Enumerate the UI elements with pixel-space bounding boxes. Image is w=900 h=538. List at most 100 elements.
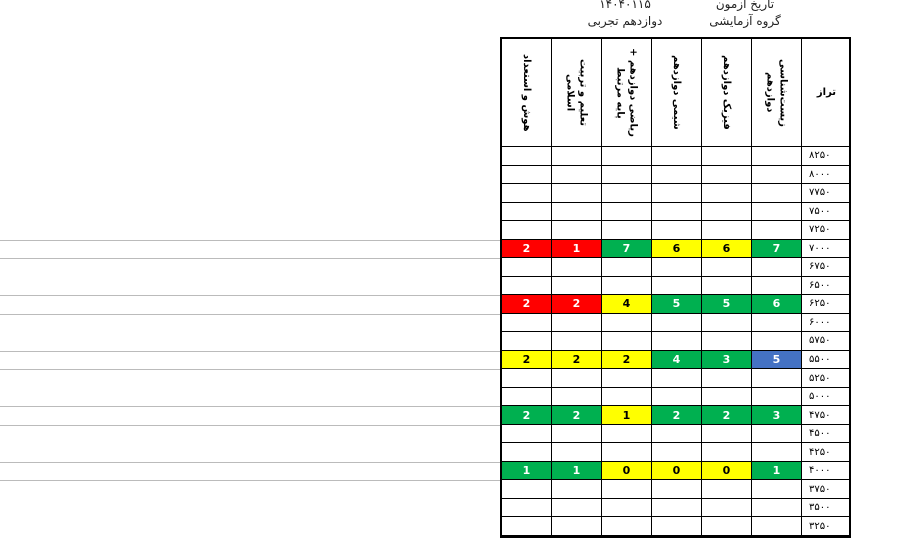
empty-cell xyxy=(752,221,802,240)
score-cell: 6 xyxy=(652,239,702,259)
level-cell: ۸۰۰۰ xyxy=(802,166,851,185)
empty-cell xyxy=(702,332,752,351)
score-cell: 2 xyxy=(552,406,602,425)
score-cell: 3 xyxy=(702,350,752,370)
empty-cell xyxy=(552,517,602,536)
column-title: زیست‌شناسی دوازدهم xyxy=(764,58,789,127)
empty-cell xyxy=(502,480,552,499)
score-cell: 2 xyxy=(552,350,602,370)
empty-cell xyxy=(602,517,652,536)
column-title: ریاضی دوازدهم + پایه مرتبط xyxy=(614,48,639,137)
empty-cell xyxy=(752,480,802,499)
empty-cell xyxy=(752,202,802,222)
empty-cell xyxy=(502,517,552,536)
guide-line xyxy=(0,424,500,426)
empty-cell xyxy=(602,332,652,351)
empty-cell xyxy=(552,221,602,240)
score-cell: 5 xyxy=(652,295,702,314)
level-cell: ۵۰۰۰ xyxy=(802,388,851,407)
score-cell: 2 xyxy=(502,350,552,370)
level-cell: ۷۷۵۰ xyxy=(802,184,851,203)
level-cell: ۷۵۰۰ xyxy=(802,203,851,222)
column-header: ریاضی دوازدهم + پایه مرتبط xyxy=(602,39,652,147)
level-cell: ۴۷۵۰ xyxy=(802,406,851,425)
score-cell: 6 xyxy=(702,239,752,259)
guide-line xyxy=(0,461,500,463)
empty-cell xyxy=(752,184,802,203)
score-table: هوش و استعداد تعلیم و تربیت اسلامی ریاضی د… xyxy=(500,37,851,538)
empty-cell xyxy=(702,517,752,536)
empty-cell xyxy=(552,258,602,277)
score-cell: 7 xyxy=(752,239,802,259)
level-cell: ۷۰۰۰ xyxy=(802,240,851,259)
level-cell: ۶۲۵۰ xyxy=(802,295,851,314)
empty-cell xyxy=(752,443,802,462)
empty-cell xyxy=(602,202,652,222)
score-cell: 2 xyxy=(652,406,702,425)
empty-cell xyxy=(652,202,702,222)
empty-cell xyxy=(702,313,752,333)
column-title: شیمی دوازدهم xyxy=(671,55,682,130)
column-title: فیزیک دوازدهم xyxy=(721,55,732,130)
empty-cell xyxy=(502,332,552,351)
empty-cell xyxy=(602,147,652,166)
group-label: گروه آزمایشی xyxy=(709,14,781,28)
column-header: تعلیم و تربیت اسلامی xyxy=(552,39,602,147)
empty-cell xyxy=(702,369,752,388)
guide-line xyxy=(0,313,500,315)
column-header: هوش و استعداد xyxy=(502,39,552,147)
column-title: تراز xyxy=(816,87,837,98)
empty-cell xyxy=(552,276,602,296)
group: دوازدهم تجربی xyxy=(587,14,663,28)
empty-cell xyxy=(752,313,802,333)
empty-cell xyxy=(552,480,602,499)
score-cell: 6 xyxy=(752,295,802,314)
empty-cell xyxy=(752,424,802,444)
empty-cell xyxy=(652,517,702,536)
level-cell: ۴۵۰۰ xyxy=(802,425,851,444)
empty-cell xyxy=(552,387,602,407)
empty-cell xyxy=(552,424,602,444)
empty-cell xyxy=(602,184,652,203)
level-cell: ۶۰۰۰ xyxy=(802,314,851,333)
empty-cell xyxy=(502,258,552,277)
empty-cell xyxy=(602,258,652,277)
guide-line xyxy=(0,295,500,297)
empty-cell xyxy=(752,498,802,518)
empty-cell xyxy=(552,313,602,333)
empty-cell xyxy=(502,165,552,185)
column-header: شیمی دوازدهم xyxy=(652,39,702,147)
empty-cell xyxy=(652,369,702,388)
empty-cell xyxy=(652,165,702,185)
score-cell: 1 xyxy=(752,461,802,481)
level-cell: ۶۷۵۰ xyxy=(802,258,851,277)
empty-cell xyxy=(502,221,552,240)
empty-cell xyxy=(702,276,752,296)
score-cell: 2 xyxy=(502,239,552,259)
guide-line xyxy=(0,406,500,408)
score-cell: 1 xyxy=(552,239,602,259)
empty-cell xyxy=(602,498,652,518)
empty-cell xyxy=(652,313,702,333)
level-cell: ۳۵۰۰ xyxy=(802,499,851,518)
empty-cell xyxy=(602,480,652,499)
empty-cell xyxy=(502,498,552,518)
empty-cell xyxy=(552,165,602,185)
empty-cell xyxy=(652,498,702,518)
empty-cell xyxy=(552,147,602,166)
guide-line xyxy=(0,480,500,482)
empty-cell xyxy=(552,498,602,518)
level-cell: ۵۵۰۰ xyxy=(802,351,851,370)
column-header: زیست‌شناسی دوازدهم xyxy=(752,39,802,147)
score-cell: 7 xyxy=(602,239,652,259)
empty-cell xyxy=(752,517,802,536)
level-cell: ۵۷۵۰ xyxy=(802,332,851,351)
empty-cell xyxy=(652,221,702,240)
empty-cell xyxy=(752,387,802,407)
empty-cell xyxy=(702,258,752,277)
empty-cell xyxy=(602,369,652,388)
empty-cell xyxy=(702,387,752,407)
empty-cell xyxy=(502,202,552,222)
empty-cell xyxy=(602,443,652,462)
